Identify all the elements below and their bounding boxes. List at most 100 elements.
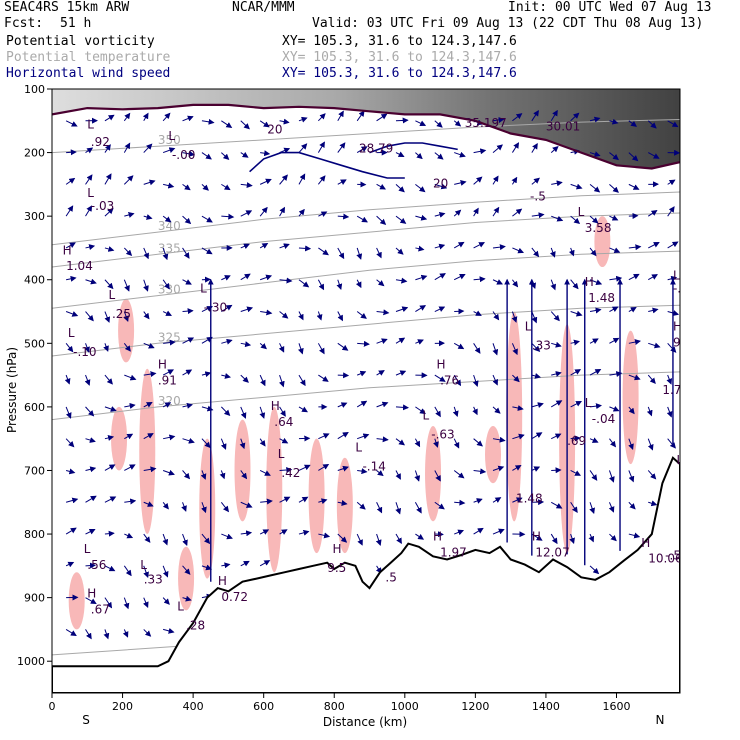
field-extremum-label: -.10	[73, 345, 96, 359]
wind-vector	[123, 343, 131, 352]
wind-vector	[628, 307, 637, 313]
wind-vector	[628, 406, 635, 415]
wind-vector	[143, 247, 149, 260]
wind-vector	[163, 627, 175, 634]
wind-vector	[162, 215, 172, 223]
wind-vector	[395, 151, 405, 157]
wind-vector	[356, 311, 367, 319]
wind-vector	[666, 406, 673, 418]
wind-vector	[279, 496, 291, 503]
wind-vector	[356, 247, 363, 260]
wind-vector	[104, 565, 116, 572]
theta-contour-label: 340	[158, 219, 181, 233]
wind-vector	[395, 502, 402, 515]
wind-vector	[278, 343, 285, 353]
field-extremum-label: H	[437, 358, 446, 372]
wind-vector	[104, 173, 112, 185]
x-tick-label: 200	[112, 700, 133, 713]
wind-vector	[454, 529, 465, 536]
wind-vector	[628, 152, 639, 162]
wind-vector	[65, 561, 75, 568]
wind-vector	[608, 470, 615, 483]
wind-vector	[550, 109, 558, 122]
wind-vector	[318, 433, 330, 440]
y-tick-label: 900	[24, 592, 45, 605]
wind-vector	[65, 343, 74, 353]
field-extremum-label: .33	[532, 339, 551, 353]
x-tick-label: 1600	[602, 700, 630, 713]
wind-vector	[375, 533, 382, 546]
wind-vector	[434, 211, 446, 218]
wind-vector	[609, 118, 619, 125]
y-tick-label: 700	[24, 464, 45, 477]
wind-vector	[336, 279, 343, 290]
wind-vector	[453, 274, 466, 281]
valid-time: Valid: 03 UTC Fri 09 Aug 13 (22 CDT Thu …	[312, 16, 704, 31]
wind-vector	[395, 277, 408, 284]
wind-vector	[395, 183, 405, 193]
field-extremum-label: 9.5	[327, 561, 346, 575]
field-extremum-label: .91	[158, 374, 177, 388]
wind-vector	[65, 438, 75, 448]
wind-vector	[434, 306, 446, 312]
field-extremum-label: 10.06	[648, 552, 682, 566]
wind-vector	[531, 142, 538, 153]
field-extremum-label: H	[585, 275, 594, 289]
wind-vector	[85, 147, 94, 154]
wind-vector	[628, 120, 638, 127]
wind-vector	[609, 215, 619, 221]
wind-vector	[531, 432, 543, 440]
x-tick-label: 400	[183, 700, 204, 713]
wind-vector	[318, 113, 326, 122]
wind-vector	[124, 464, 136, 471]
field-extremum-label: H	[218, 574, 227, 588]
y-tick-label: 400	[24, 274, 45, 287]
wind-vector	[666, 374, 673, 385]
wind-vector	[453, 241, 465, 249]
wind-vector	[143, 466, 157, 473]
wind-vector	[337, 213, 350, 220]
field-extremum-label: L	[108, 288, 115, 302]
field-extremum-label: .42	[281, 466, 300, 480]
wind-vector	[376, 279, 385, 287]
field-extremum-label: 1.04	[66, 259, 93, 273]
wind-vector	[201, 118, 215, 125]
field-extremum-label: L	[585, 396, 592, 410]
field-extremum-label: .64	[274, 415, 293, 429]
wind-vector	[376, 183, 386, 190]
wind-vector	[589, 565, 600, 575]
wind-vector	[65, 177, 76, 185]
wind-vector	[143, 279, 149, 292]
wind-vector	[162, 402, 172, 408]
wind-vector	[628, 438, 634, 451]
wind-vector	[395, 117, 409, 124]
wind-vector	[609, 406, 620, 412]
wind-vector	[648, 307, 659, 314]
field-extremum-label: -.14	[362, 459, 385, 473]
wind-vector	[298, 245, 312, 252]
wind-vector	[279, 277, 293, 284]
wind-vector	[260, 498, 273, 505]
wind-vector	[182, 337, 195, 344]
wind-vector	[298, 311, 304, 321]
wind-vector	[240, 182, 253, 189]
wind-vector	[220, 501, 230, 513]
wind-vector	[123, 247, 133, 257]
wind-vector	[434, 501, 445, 510]
wind-vector	[85, 174, 93, 185]
wind-vector	[492, 144, 503, 153]
wind-vector	[550, 247, 556, 258]
wind-vector	[163, 339, 176, 346]
wind-vector	[550, 146, 559, 153]
wind-vector	[279, 406, 286, 417]
wind-vector	[434, 183, 448, 190]
y-tick-label: 600	[24, 401, 45, 414]
wind-vector	[433, 438, 439, 448]
wind-vector	[472, 406, 478, 416]
wind-vector	[473, 343, 481, 354]
y-tick-label: 500	[24, 337, 45, 350]
wind-vector	[512, 374, 520, 383]
wind-vector	[240, 374, 249, 383]
wind-vector	[221, 304, 233, 312]
wind-vector	[259, 438, 266, 447]
